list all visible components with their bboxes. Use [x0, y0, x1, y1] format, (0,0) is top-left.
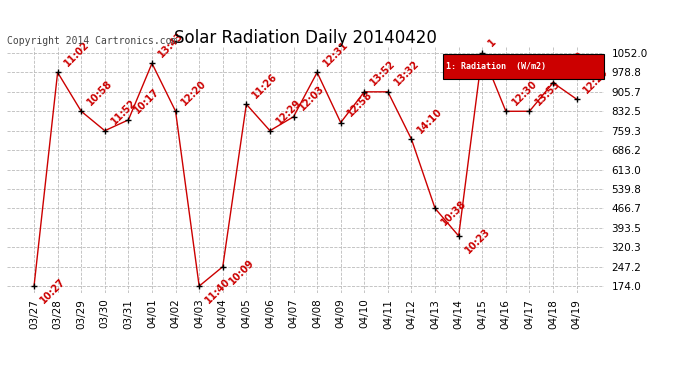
Text: 13:32: 13:32	[392, 58, 421, 88]
Text: 12:20: 12:20	[179, 78, 209, 107]
Text: 1: Radiation  (W/m2): 1: Radiation (W/m2)	[446, 62, 546, 71]
Text: 12:03: 12:03	[297, 84, 326, 112]
Text: 10:09: 10:09	[227, 257, 256, 286]
Text: 10:58: 10:58	[86, 78, 115, 107]
Text: 13:52: 13:52	[368, 58, 397, 88]
Text: 12:31: 12:31	[322, 39, 351, 68]
Text: 10:09: 10:09	[558, 50, 586, 78]
Text: 11:52: 11:52	[109, 98, 138, 126]
Text: 1: 1	[486, 37, 498, 49]
Text: 12:30: 12:30	[510, 78, 539, 107]
FancyBboxPatch shape	[442, 54, 604, 79]
Text: 13:43: 13:43	[156, 30, 185, 59]
Title: Solar Radiation Daily 20140420: Solar Radiation Daily 20140420	[174, 29, 437, 47]
Text: Copyright 2014 Cartronics.com: Copyright 2014 Cartronics.com	[7, 36, 177, 46]
Text: 11:02: 11:02	[62, 39, 91, 68]
Text: 12:29: 12:29	[581, 66, 610, 95]
Text: 10:27: 10:27	[38, 277, 67, 306]
Text: 12:29: 12:29	[274, 98, 303, 126]
Text: 14:10: 14:10	[415, 106, 444, 135]
Text: 11:26: 11:26	[250, 71, 279, 100]
Text: 11:40: 11:40	[204, 277, 233, 306]
Text: 10:23: 10:23	[463, 226, 492, 255]
Text: 10:38: 10:38	[440, 199, 469, 228]
Text: 13:53: 13:53	[533, 78, 562, 107]
Text: 10:17: 10:17	[132, 87, 161, 116]
Text: 12:58: 12:58	[345, 89, 374, 118]
